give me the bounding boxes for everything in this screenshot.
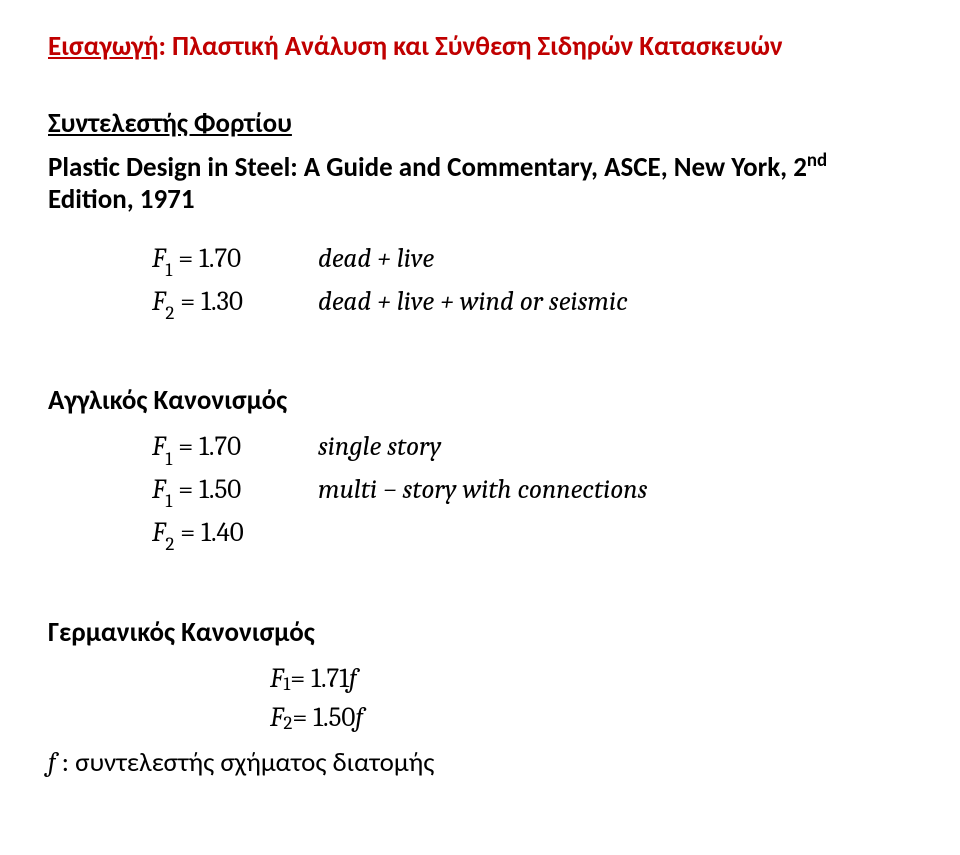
eq-sym: F	[152, 431, 165, 462]
eq-val: = 1.50	[292, 698, 355, 737]
footer-text: : συντελεστής σχήματος διατομής	[56, 746, 435, 779]
eq-val: = 1.70	[172, 431, 241, 462]
eq-right: single story	[318, 427, 912, 466]
eq-sym: F	[270, 659, 283, 698]
eq-sub: 1	[165, 259, 172, 281]
equation-block-3: F1 = 1.71f F2 = 1.50f	[270, 659, 912, 737]
eq-val: = 1.70	[172, 243, 241, 274]
eq-tail: f	[349, 659, 357, 698]
eq-sub: 2	[165, 533, 174, 555]
eq-right: multi − story with connections	[318, 470, 912, 509]
eq-sub: 2	[165, 302, 174, 324]
eq-right: dead + live	[318, 239, 912, 278]
section-3-title: Γερμανικός Κανονισμός	[48, 616, 912, 649]
eq-right: dead + live + wind or seismic	[318, 282, 912, 321]
eq-val: = 1.30	[174, 286, 243, 317]
eq-sub: 2	[283, 710, 292, 737]
eq-row: F1 = 1.70 single story	[152, 427, 912, 470]
eq-left: F1 = 1.70	[152, 427, 318, 470]
page-title: Εισαγωγή: Πλαστική Ανάλυση και Σύνθεση Σ…	[48, 30, 912, 63]
section-1-title: Συντελεστής Φορτίου	[48, 107, 912, 140]
reference-line-1: Plastic Design in Steel: A Guide and Com…	[48, 151, 807, 184]
equation-block-1: F1 = 1.70 dead + live F2 = 1.30 dead + l…	[152, 239, 912, 325]
eq-sym: F	[152, 243, 165, 274]
eq-row: F1 = 1.71f	[270, 659, 912, 698]
eq-left: F1 = 1.70	[152, 239, 318, 282]
eq-row: F2 = 1.40	[152, 513, 912, 556]
reference: Plastic Design in Steel: A Guide and Com…	[48, 150, 912, 217]
heading-prefix: Εισαγωγή	[48, 30, 158, 63]
footer-sym: f	[48, 747, 56, 778]
eq-row: F1 = 1.70 dead + live	[152, 239, 912, 282]
eq-sub: 1	[165, 448, 172, 470]
eq-row: F2 = 1.30 dead + live + wind or seismic	[152, 282, 912, 325]
reference-sup: nd	[807, 149, 827, 172]
eq-sym: F	[152, 474, 165, 505]
eq-sym: F	[152, 286, 165, 317]
eq-sub: 1	[165, 490, 172, 512]
eq-tail: f	[355, 698, 363, 737]
heading-rest: : Πλαστική Ανάλυση και Σύνθεση Σιδηρών Κ…	[158, 30, 782, 63]
section-2-title: Αγγλικός Κανονισμός	[48, 384, 912, 417]
eq-sym: F	[152, 517, 165, 548]
eq-val: = 1.50	[172, 474, 241, 505]
eq-row: F2 = 1.50f	[270, 698, 912, 737]
page: Εισαγωγή: Πλαστική Ανάλυση και Σύνθεση Σ…	[0, 0, 960, 810]
eq-row: F1 = 1.50 multi − story with connections	[152, 470, 912, 513]
eq-left: F2 = 1.40	[152, 513, 318, 556]
eq-sub: 1	[283, 671, 290, 698]
eq-val: = 1.40	[174, 517, 243, 548]
eq-left: F2 = 1.30	[152, 282, 318, 325]
eq-val: = 1.71	[290, 659, 349, 698]
eq-sym: F	[270, 698, 283, 737]
reference-line-2: Edition, 1971	[48, 183, 195, 216]
equation-block-2: F1 = 1.70 single story F1 = 1.50 multi −…	[152, 427, 912, 555]
eq-left: F1 = 1.50	[152, 470, 318, 513]
footer-note: f : συντελεστής σχήματος διατομής	[48, 745, 912, 780]
